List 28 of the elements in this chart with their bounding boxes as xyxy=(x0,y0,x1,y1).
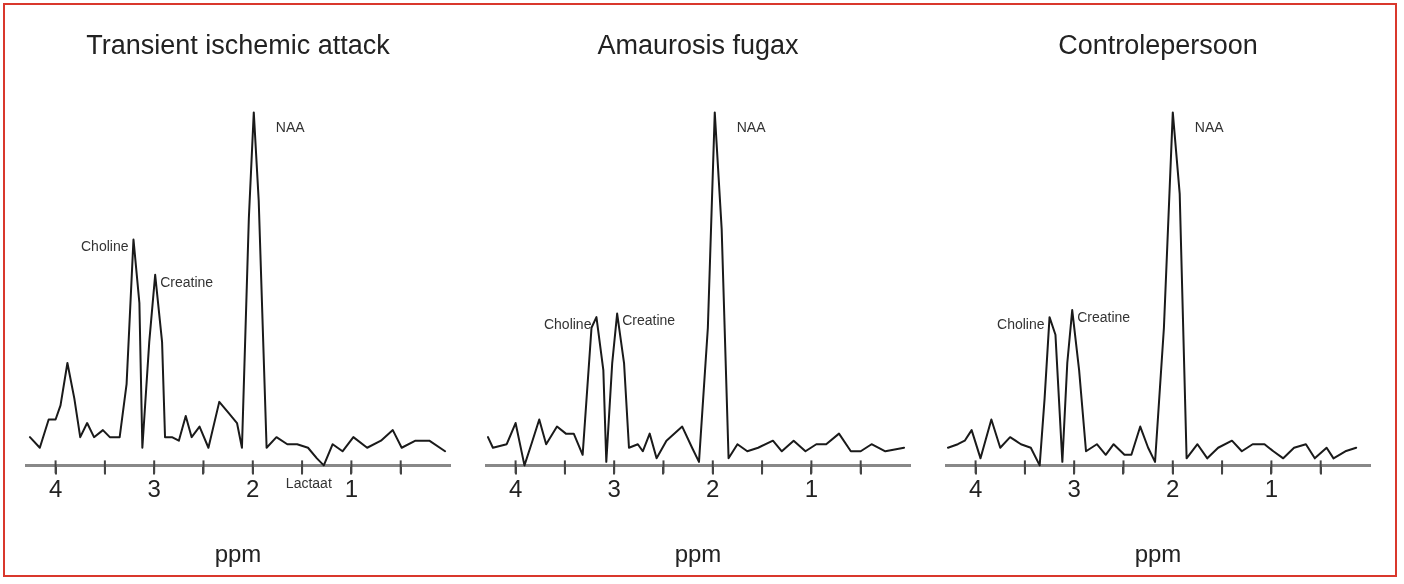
annotation: Lactaat xyxy=(285,475,332,492)
chart-title: Amaurosis fugax xyxy=(597,29,800,60)
x-tick-label: 2 xyxy=(246,475,260,503)
annotation: Creatine xyxy=(622,312,676,329)
x-tick-label: 4 xyxy=(508,475,523,503)
x-tick-label: 4 xyxy=(48,475,63,503)
annotation: Choline xyxy=(80,238,129,255)
x-tick-label: 1 xyxy=(804,475,819,503)
x-tick-label: 2 xyxy=(706,475,720,503)
annotation: NAA xyxy=(275,119,306,136)
annotation: Creatine xyxy=(1077,308,1131,325)
annotation: Choline xyxy=(543,316,592,332)
x-tick-label: 3 xyxy=(147,475,161,503)
annotation: Choline xyxy=(997,316,1045,332)
annotation: Creatine xyxy=(160,273,214,290)
x-axis-title: ppm xyxy=(674,540,722,568)
x-tick-label: 4 xyxy=(968,475,983,503)
annotation: NAA xyxy=(1194,119,1225,136)
x-tick-label: 1 xyxy=(1264,475,1279,503)
chart-title: Controlepersoon xyxy=(1058,29,1258,60)
chart-title: Transient ischemic attack xyxy=(86,29,391,60)
x-tick-label: 3 xyxy=(1067,475,1081,503)
x-tick-label: 2 xyxy=(1166,475,1180,503)
x-tick-label: 3 xyxy=(607,475,621,503)
x-tick-label: 1 xyxy=(344,475,359,503)
x-axis-title: ppm xyxy=(214,540,262,568)
annotation: NAA xyxy=(736,119,767,136)
x-axis-title: ppm xyxy=(1134,540,1182,568)
